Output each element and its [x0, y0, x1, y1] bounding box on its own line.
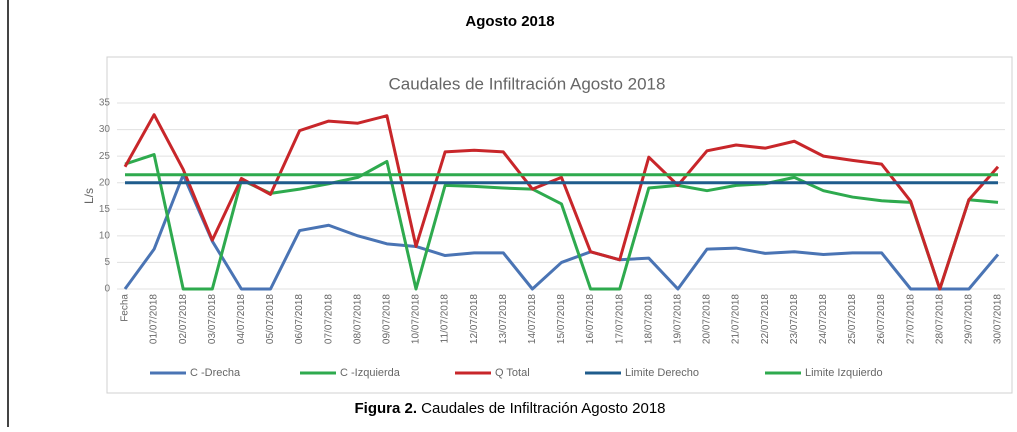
- y-tick-label: 30: [99, 124, 111, 135]
- x-tick-label: 28/07/2018: [934, 294, 945, 344]
- y-tick-label: 20: [99, 177, 111, 188]
- x-tick-label: 14/07/2018: [527, 294, 538, 344]
- x-tick-label: 04/07/2018: [236, 294, 247, 344]
- chart-title: Caudales de Infiltración Agosto 2018: [389, 74, 666, 93]
- caption-text: Caudales de Infiltración Agosto 2018: [421, 400, 665, 417]
- caption: Figura 2. Caudales de Infiltración Agost…: [354, 400, 665, 417]
- x-tick-label: 24/07/2018: [818, 294, 829, 344]
- chart-frame: [106, 56, 1013, 394]
- x-tick-label: 02/07/2018: [178, 294, 189, 344]
- y-tick-label: 25: [99, 151, 111, 162]
- x-tick-label: 05/07/2018: [265, 294, 276, 344]
- x-tick-label: 25/07/2018: [847, 294, 858, 344]
- x-tick-label: 13/07/2018: [498, 294, 509, 344]
- x-tick-label: 07/07/2018: [323, 294, 334, 344]
- legend-label: Q Total: [495, 367, 530, 379]
- x-tick-label: 16/07/2018: [585, 294, 596, 344]
- x-tick-label: 08/07/2018: [352, 294, 363, 344]
- x-tick-label: Fecha: [120, 294, 131, 322]
- y-tick-label: 5: [104, 257, 110, 268]
- caption-label: Figura 2.: [354, 400, 417, 417]
- y-tick-label: 0: [104, 284, 110, 295]
- series-line: [123, 173, 1000, 291]
- y-tick-label: 35: [99, 98, 111, 109]
- legend-label: Limite Derecho: [625, 367, 699, 379]
- series-line: [123, 113, 1000, 291]
- x-tick-label: 21/07/2018: [731, 294, 742, 344]
- x-tick-label: 29/07/2018: [964, 294, 975, 344]
- x-tick-label: 17/07/2018: [614, 294, 625, 344]
- x-tick-label: 18/07/2018: [643, 294, 654, 344]
- x-tick-label: 10/07/2018: [411, 294, 422, 344]
- x-tick-label: 03/07/2018: [207, 294, 218, 344]
- x-tick-label: 26/07/2018: [876, 294, 887, 344]
- x-tick-label: 23/07/2018: [789, 294, 800, 344]
- heading: Agosto 2018: [465, 13, 554, 30]
- x-tick-label: 15/07/2018: [556, 294, 567, 344]
- x-tick-label: 20/07/2018: [702, 294, 713, 344]
- x-tick-label: 30/07/2018: [993, 294, 1004, 344]
- y-tick-label: 10: [99, 230, 111, 241]
- legend-label: Limite Izquierdo: [805, 367, 883, 379]
- y-axis-label: L/s: [82, 188, 96, 204]
- legend-label: C -Drecha: [190, 367, 241, 379]
- x-tick-label: 06/07/2018: [294, 294, 305, 344]
- x-tick-label: 22/07/2018: [760, 294, 771, 344]
- x-tick-label: 09/07/2018: [382, 294, 393, 344]
- y-tick-label: 15: [99, 204, 111, 215]
- x-tick-label: 01/07/2018: [149, 294, 160, 344]
- x-tick-label: 12/07/2018: [469, 294, 480, 344]
- x-tick-label: 27/07/2018: [905, 294, 916, 344]
- legend-label: C -Izquierda: [340, 367, 401, 379]
- x-tick-label: 11/07/2018: [440, 294, 451, 344]
- x-tick-label: 19/07/2018: [673, 294, 684, 344]
